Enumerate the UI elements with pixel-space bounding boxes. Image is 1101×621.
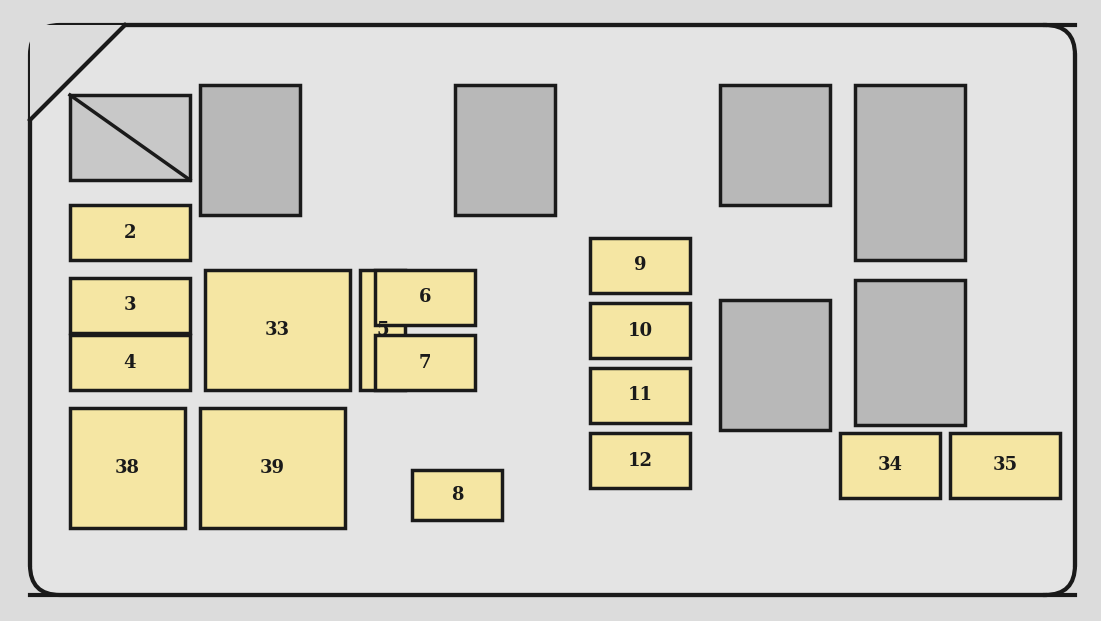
Bar <box>590 238 690 293</box>
Text: 2: 2 <box>123 224 137 242</box>
Bar <box>375 270 475 325</box>
Text: 39: 39 <box>260 459 285 477</box>
Bar <box>70 408 185 528</box>
Bar <box>855 85 964 260</box>
Bar <box>70 205 190 260</box>
Bar <box>200 408 345 528</box>
FancyBboxPatch shape <box>30 25 1075 595</box>
Bar <box>950 433 1060 498</box>
Bar <box>855 280 964 425</box>
Text: 35: 35 <box>992 456 1017 474</box>
Bar <box>455 85 555 215</box>
Bar <box>720 300 830 430</box>
Bar <box>720 85 830 205</box>
Bar <box>590 433 690 488</box>
Bar <box>70 95 190 180</box>
Bar <box>590 368 690 423</box>
Bar <box>70 335 190 390</box>
Polygon shape <box>30 25 126 120</box>
Text: 6: 6 <box>418 289 432 307</box>
Text: 33: 33 <box>265 321 290 339</box>
Text: 11: 11 <box>628 386 653 404</box>
Bar <box>360 270 405 390</box>
Text: 34: 34 <box>877 456 903 474</box>
Bar <box>840 433 940 498</box>
Bar <box>590 303 690 358</box>
Text: 5: 5 <box>377 321 389 339</box>
Text: 4: 4 <box>123 353 137 371</box>
Bar <box>412 470 502 520</box>
Bar <box>70 278 190 333</box>
Text: 8: 8 <box>450 486 464 504</box>
Text: 38: 38 <box>115 459 140 477</box>
Text: 9: 9 <box>634 256 646 274</box>
Text: 3: 3 <box>123 296 137 314</box>
Text: 10: 10 <box>628 322 653 340</box>
Text: 7: 7 <box>418 353 432 371</box>
Bar <box>205 270 350 390</box>
Text: 12: 12 <box>628 451 653 469</box>
Bar <box>375 335 475 390</box>
Bar <box>200 85 299 215</box>
